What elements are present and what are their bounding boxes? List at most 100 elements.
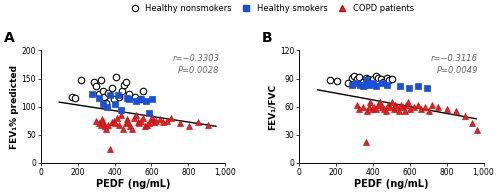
Point [126,98,134,101]
Point [131,95,139,98]
Point [368,82,376,85]
Point [96,123,104,126]
Point [104,123,112,126]
Point [167,116,175,119]
Point [102,128,110,131]
Text: B: B [262,31,273,45]
Point [405,86,413,90]
Point [410,105,418,108]
Point [117,113,125,117]
Point [150,121,158,124]
Point [103,105,111,108]
Point [344,82,352,85]
Point [370,105,378,108]
Point [462,114,469,118]
Point [390,107,398,110]
Point [128,128,136,131]
Point [119,128,127,131]
Point [120,84,128,87]
Point [372,84,380,88]
Point [424,86,432,90]
Point [122,97,130,100]
Text: r=−0.3303
P=0.0028: r=−0.3303 P=0.0028 [172,54,220,75]
Point [122,81,130,84]
Point [376,100,384,104]
Point [333,80,341,83]
Point [98,103,106,106]
Point [68,95,76,98]
Point [112,122,120,125]
Point [393,105,401,108]
Point [96,78,104,81]
Point [117,108,125,112]
Point [142,99,150,103]
Point [90,81,98,84]
Point [359,105,367,108]
Point [110,103,118,106]
Point [362,76,370,79]
Point [108,87,116,90]
Point [352,82,360,85]
Point [434,105,442,108]
Point [92,120,100,123]
Point [396,84,404,88]
Point [366,100,374,104]
Point [106,147,114,150]
Point [379,81,387,84]
Point [148,115,156,118]
Point [126,125,134,128]
Point [355,107,363,110]
Point [124,121,132,124]
Point [126,92,134,95]
Point [368,107,376,110]
Point [399,105,407,108]
Point [115,123,123,126]
X-axis label: PEDF (ng/mL): PEDF (ng/mL) [354,179,428,190]
Point [139,116,147,119]
Point [98,89,106,92]
Point [388,100,396,104]
Point [160,121,168,124]
Y-axis label: FEV₁% predicted: FEV₁% predicted [10,65,18,149]
Point [364,110,372,113]
Point [397,103,405,106]
Point [414,84,422,88]
Point [364,78,372,81]
Point [372,107,380,110]
Point [112,75,120,78]
Point [380,107,388,110]
Point [146,117,154,121]
Point [130,116,138,119]
Point [359,84,367,88]
Point [374,76,382,79]
Point [365,105,373,108]
Point [424,110,432,113]
Point [365,83,373,87]
Point [148,98,156,101]
Point [194,121,202,124]
Point [348,83,356,87]
Point [118,89,126,92]
Point [428,103,436,106]
Point [404,100,412,104]
Point [402,103,410,106]
Point [152,119,160,122]
Point [98,117,106,121]
Point [114,94,122,97]
Point [421,105,429,108]
Point [132,113,140,117]
Point [136,98,144,101]
Point [88,93,96,96]
Point [348,76,356,79]
Point [163,119,171,122]
Point [92,85,100,88]
Point [104,92,112,95]
Point [473,129,481,132]
Point [122,117,130,121]
Point [414,103,422,106]
Point [100,95,108,98]
Point [417,107,425,110]
Point [78,78,86,81]
Point [369,78,377,81]
Point [156,117,164,121]
